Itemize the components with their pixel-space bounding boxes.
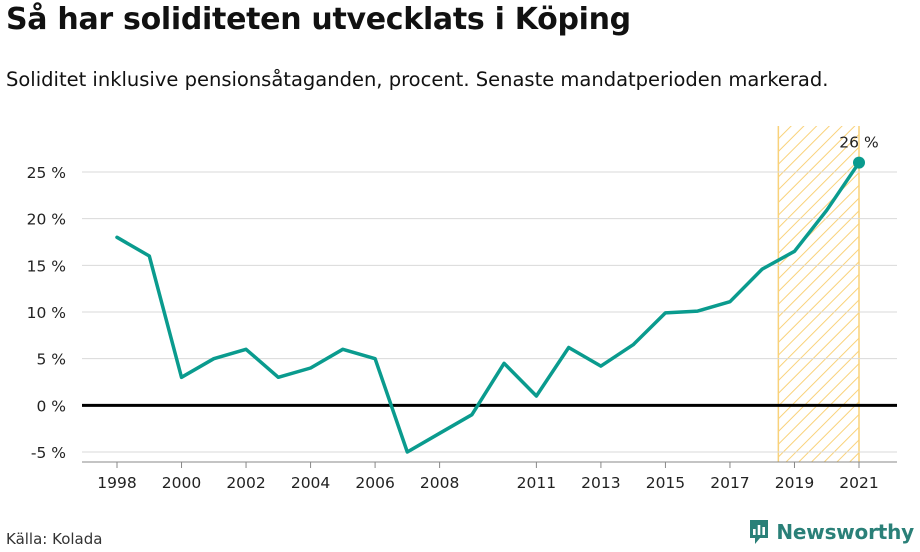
series-line — [115, 160, 861, 454]
newsworthy-logo: Newsworthy — [748, 518, 914, 546]
x-tick-label: 1998 — [97, 474, 136, 492]
x-tick-label: 2008 — [420, 474, 459, 492]
last-point-label: 26 % — [839, 134, 878, 152]
chart-title: Så har soliditeten utvecklats i Köping — [6, 2, 631, 37]
y-tick-label: 5 % — [36, 351, 66, 369]
x-tick-label: 2000 — [162, 474, 201, 492]
y-tick-label: -5 % — [31, 444, 66, 462]
y-tick-label: 20 % — [27, 211, 66, 229]
chart-subtitle: Soliditet inklusive pensionsåtaganden, p… — [6, 68, 829, 91]
y-tick-label: 0 % — [36, 397, 66, 415]
newsworthy-logo-text: Newsworthy — [776, 520, 914, 544]
x-tick-label: 2002 — [226, 474, 265, 492]
source-note: Källa: Kolada — [6, 530, 103, 548]
last-point-marker — [853, 156, 865, 169]
x-tick-label: 2017 — [710, 474, 749, 492]
x-tick-label: 2013 — [581, 474, 620, 492]
newsworthy-logo-icon — [750, 520, 769, 544]
y-tick-label: 10 % — [27, 304, 66, 322]
y-tick-label: 25 % — [27, 164, 66, 182]
highlight-period-fill — [778, 126, 859, 462]
x-tick-label: 2006 — [355, 474, 394, 492]
x-tick-label: 2021 — [839, 474, 878, 492]
x-tick-label: 2019 — [775, 474, 814, 492]
x-tick-label: 2004 — [291, 474, 330, 492]
x-tick-label: 2011 — [517, 474, 556, 492]
x-tick-label: 2015 — [646, 474, 685, 492]
y-tick-label: 15 % — [27, 257, 66, 275]
